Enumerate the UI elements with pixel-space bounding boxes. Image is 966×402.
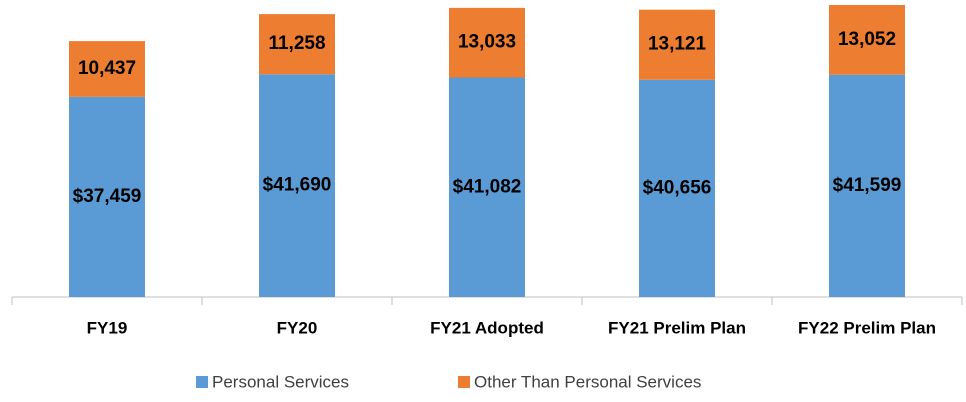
bar-segment — [259, 74, 335, 298]
x-tick-label: FY21 Prelim Plan — [608, 318, 746, 337]
legend-swatch — [458, 376, 470, 388]
data-label: $40,656 — [643, 177, 712, 198]
data-label: 10,437 — [78, 58, 136, 79]
x-tick-label: FY21 Adopted — [430, 318, 544, 337]
bar-segment — [449, 7, 525, 78]
bar-segment — [449, 77, 525, 298]
x-tick-label: FY19 — [87, 318, 128, 337]
bar-segment — [259, 14, 335, 75]
data-label: $41,082 — [453, 176, 522, 197]
bar-segment — [69, 41, 145, 97]
x-tick-label: FY22 Prelim Plan — [798, 318, 936, 337]
x-tick-label: FY20 — [277, 318, 318, 337]
bar-segment — [829, 5, 905, 75]
data-label: $41,690 — [263, 175, 332, 196]
data-label: $37,459 — [73, 186, 142, 207]
bar-segment — [69, 96, 145, 297]
legend-label: Other Than Personal Services — [474, 372, 701, 391]
legend-label: Personal Services — [212, 372, 349, 391]
data-label: $41,599 — [833, 175, 902, 196]
bar-segment — [639, 79, 715, 297]
data-label: 13,033 — [458, 32, 516, 53]
data-label: 11,258 — [268, 33, 325, 54]
bar-segment — [639, 9, 715, 80]
data-label: 13,121 — [648, 34, 707, 55]
legend-swatch — [196, 376, 208, 388]
data-label: 13,052 — [838, 29, 896, 50]
bar-segment — [829, 74, 905, 298]
